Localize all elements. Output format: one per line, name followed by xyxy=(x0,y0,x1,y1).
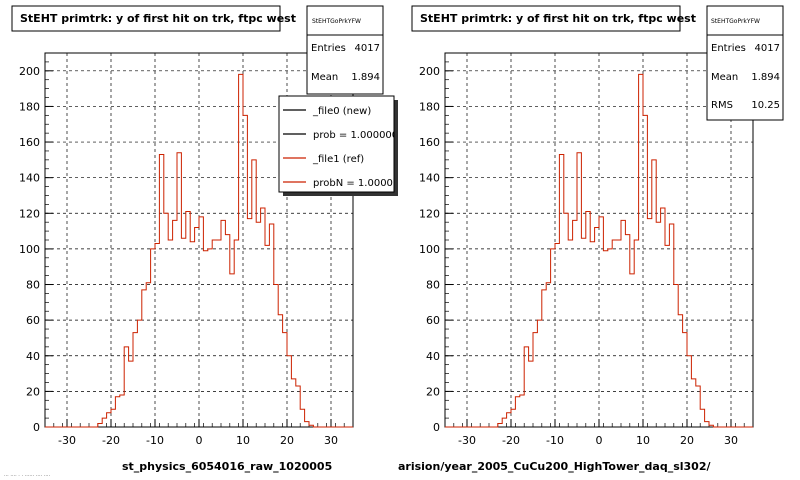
left-histogram-line xyxy=(45,73,353,428)
right-histogram xyxy=(445,73,753,428)
right-stats-name: StEHTGoPrkYFW xyxy=(711,18,760,25)
right-y-tick-label-10: 200 xyxy=(419,65,440,78)
right-stats-box: StEHTGoPrkYFW Entries 4017 Mean 1.894 RM… xyxy=(706,5,784,121)
right-y-tick-label-3: 60 xyxy=(426,314,440,327)
legend-label-0: _file0 (new) xyxy=(312,106,371,117)
left-x-tick-label-1: -20 xyxy=(102,434,120,447)
left-stats-mean-label: Mean xyxy=(311,72,338,83)
left-stats-entries-value: 4017 xyxy=(355,43,380,54)
legend-label-1: prob = 1.000000 xyxy=(313,130,398,141)
right-stats-entries-label: Entries xyxy=(711,43,746,54)
right-title: StEHT primtrk: y of first hit on trk, ft… xyxy=(420,12,696,25)
left-y-tick-label-2: 40 xyxy=(26,350,40,363)
right-y-tick-label-0: 0 xyxy=(433,421,440,434)
right-title-box: StEHT primtrk: y of first hit on trk, ft… xyxy=(411,5,696,32)
left-title: StEHT primtrk: y of first hit on trk, ft… xyxy=(20,12,296,25)
left-x-tick-label-5: 20 xyxy=(280,434,294,447)
right-x-tick-label-0: -30 xyxy=(458,434,476,447)
left-y-tick-label-6: 120 xyxy=(19,207,40,220)
left-histogram xyxy=(45,73,353,428)
right-y-tick-label-9: 180 xyxy=(419,100,440,113)
footer-text: ... .... . . ...... .... .... xyxy=(4,472,51,478)
right-stats-rms-value: 10.25 xyxy=(751,100,780,111)
right-caption: arision/year_2005_CuCu200_HighTower_daq_… xyxy=(398,460,711,473)
legend-label-2: _file1 (ref) xyxy=(312,154,364,165)
left-y-tick-label-9: 180 xyxy=(19,100,40,113)
left-y-tick-label-3: 60 xyxy=(26,314,40,327)
left-stats-name: StEHTGoPrkYFW xyxy=(312,18,361,25)
right-y-tick-label-1: 20 xyxy=(426,385,440,398)
left-y-tick-label-0: 0 xyxy=(33,421,40,434)
legend-label-3: probN = 1.000000 xyxy=(313,178,406,189)
left-x-ticks: -30 -20 -10 0 10 20 30 xyxy=(44,419,354,447)
left-x-tick-label-4: 10 xyxy=(236,434,250,447)
right-histogram-line xyxy=(445,73,753,428)
right-y-ticks: 0 20 40 60 80 100 120 140 160 180 200 xyxy=(419,52,453,434)
left-caption: st_physics_6054016_raw_1020005 xyxy=(122,460,332,473)
left-legend-items: _file0 (new) prob = 1.000000 _file1 (ref) p… xyxy=(283,106,406,189)
left-x-tick-label-3: 0 xyxy=(196,434,203,447)
right-y-tick-label-8: 160 xyxy=(419,136,440,149)
right-x-tick-label-6: 30 xyxy=(724,434,738,447)
left-stats-box: StEHTGoPrkYFW Entries 4017 Mean 1.894 xyxy=(306,5,384,95)
left-y-tick-label-10: 200 xyxy=(19,65,40,78)
left-y-tick-label-1: 20 xyxy=(26,385,40,398)
right-x-ticks: -30 -20 -10 0 10 20 30 xyxy=(444,419,754,447)
left-x-tick-label-2: -10 xyxy=(146,434,164,447)
left-x-tick-label-0: -30 xyxy=(58,434,76,447)
right-x-tick-label-1: -20 xyxy=(502,434,520,447)
left-stats-entries-label: Entries xyxy=(311,43,346,54)
left-stats-mean-value: 1.894 xyxy=(351,72,380,83)
right-y-tick-label-7: 140 xyxy=(419,172,440,185)
right-x-tick-label-5: 20 xyxy=(680,434,694,447)
left-x-tick-label-6: 30 xyxy=(324,434,338,447)
right-x-tick-label-4: 10 xyxy=(636,434,650,447)
right-stats-rms-label: RMS xyxy=(711,100,733,111)
right-y-tick-label-2: 40 xyxy=(426,350,440,363)
right-x-tick-label-2: -10 xyxy=(546,434,564,447)
left-legend: _file0 (new) prob = 1.000000 _file1 (ref) p… xyxy=(278,95,406,196)
right-stats-mean-label: Mean xyxy=(711,72,738,83)
left-title-box: StEHT primtrk: y of first hit on trk, ft… xyxy=(11,5,296,32)
right-panel: StEHT primtrk: y of first hit on trk, ft… xyxy=(398,5,784,473)
right-y-tick-label-6: 120 xyxy=(419,207,440,220)
right-stats-entries-value: 4017 xyxy=(755,43,780,54)
left-panel: StEHT primtrk: y of first hit on trk, ft… xyxy=(11,5,406,473)
right-x-tick-label-3: 0 xyxy=(596,434,603,447)
left-y-ticks: 0 20 40 60 80 100 120 140 160 180 200 xyxy=(19,52,53,434)
left-y-tick-label-5: 100 xyxy=(19,243,40,256)
left-y-tick-label-8: 160 xyxy=(19,136,40,149)
left-y-tick-label-7: 140 xyxy=(19,172,40,185)
right-y-tick-label-4: 80 xyxy=(426,279,440,292)
right-stats-mean-value: 1.894 xyxy=(751,72,780,83)
right-y-tick-label-5: 100 xyxy=(419,243,440,256)
left-y-tick-label-4: 80 xyxy=(26,279,40,292)
